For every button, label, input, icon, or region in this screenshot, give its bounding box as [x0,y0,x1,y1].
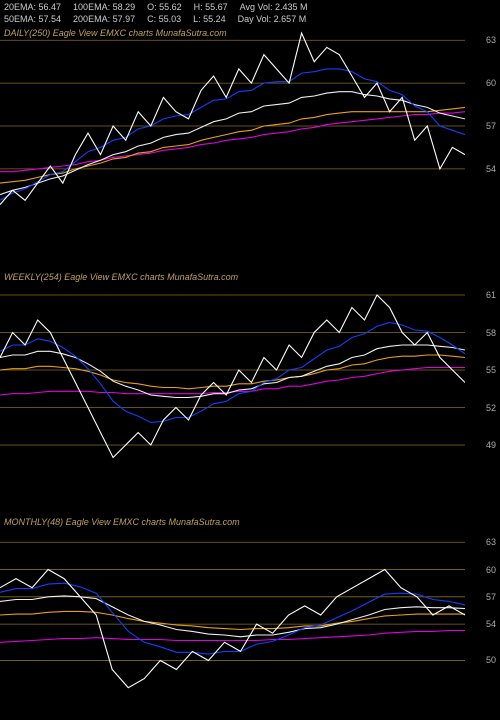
ema20-line [0,69,465,200]
stat-item: C: 55.03 [147,14,181,26]
stats-header: 20EMA: 56.47 100EMA: 58.29 O: 55.62 H: 55.6… [0,0,500,27]
price-line [0,33,465,205]
chart-panel-monthly: MONTHLY(48) Eagle View EMXC charts Munaf… [0,515,500,715]
ema20-line [0,583,465,654]
price-line [0,295,465,458]
stats-row-2: 50EMA: 57.54 200EMA: 57.97 C: 55.03 L: 55.2… [4,14,496,26]
y-tick-label: 49 [486,440,496,450]
stat-item: H: 55.67 [194,2,228,14]
chart-panel-weekly: WEEKLY(254) Eagle View EMXC charts Munaf… [0,270,500,470]
stat-item: L: 55.24 [193,14,226,26]
chart-panel-daily: DAILY(250) Eagle View EMXC charts Munafa… [0,26,500,226]
y-axis: 63 60 57 54 50 [465,515,500,715]
y-tick-label: 50 [486,655,496,665]
y-tick-label: 57 [486,592,496,602]
stat-item: 200EMA: 57.97 [73,14,135,26]
ema200-line [0,112,465,172]
y-tick-label: 58 [486,328,496,338]
chart-svg [0,26,465,226]
y-tick-label: 54 [486,619,496,629]
y-tick-label: 63 [486,35,496,45]
ema50-line [0,596,465,637]
y-tick-label: 52 [486,403,496,413]
ema100-line [0,107,465,183]
stat-item: 100EMA: 58.29 [73,2,135,14]
stat-item: 20EMA: 56.47 [4,2,61,14]
y-axis: 61 58 55 52 49 [465,270,500,470]
chart-svg [0,270,465,470]
ema100-line [0,611,465,629]
stat-item: 50EMA: 57.54 [4,14,61,26]
panel-title: MONTHLY(48) Eagle View EMXC charts Munaf… [4,517,240,527]
y-tick-label: 63 [486,537,496,547]
y-tick-label: 61 [486,290,496,300]
stat-item: O: 55.62 [147,2,182,14]
stat-item: Day Vol: 2.657 M [238,14,307,26]
y-tick-label: 54 [486,164,496,174]
y-tick-label: 60 [486,78,496,88]
chart-svg [0,515,465,715]
y-tick-label: 60 [486,565,496,575]
panel-title: DAILY(250) Eagle View EMXC charts Munafa… [4,28,227,38]
stats-row-1: 20EMA: 56.47 100EMA: 58.29 O: 55.62 H: 55.6… [4,2,496,14]
ema50-line [0,92,465,195]
panel-title: WEEKLY(254) Eagle View EMXC charts Munaf… [4,272,238,282]
y-tick-label: 55 [486,365,496,375]
stat-item: Avg Vol: 2.435 M [240,2,308,14]
y-axis: 63 60 57 54 [465,26,500,226]
y-tick-label: 57 [486,121,496,131]
